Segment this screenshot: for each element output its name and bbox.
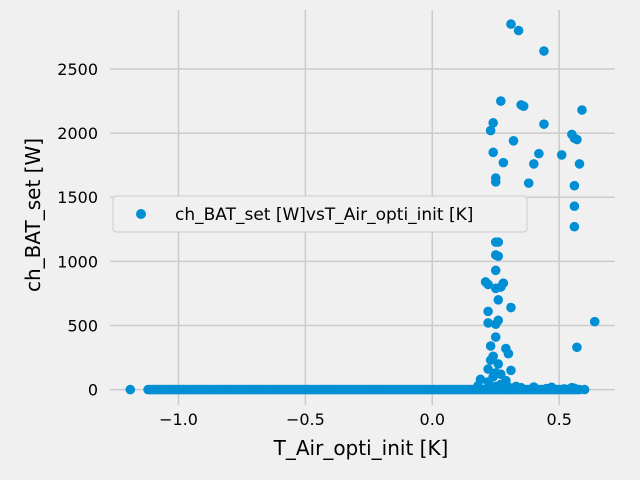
data-point (528, 159, 539, 169)
data-point (528, 382, 539, 392)
data-point (488, 118, 498, 128)
data-point (493, 359, 504, 369)
data-point (483, 279, 493, 290)
x-tick-label: −1.0 (159, 410, 198, 429)
data-point (496, 379, 506, 390)
data-point (546, 382, 557, 393)
data-point (508, 136, 519, 146)
data-point (523, 178, 534, 188)
data-point (496, 369, 506, 380)
legend-box (112, 195, 528, 233)
data-point (490, 283, 501, 294)
data-point (511, 381, 521, 392)
data-point (485, 341, 496, 351)
data-point (539, 46, 549, 56)
data-point (496, 96, 506, 106)
data-point (567, 382, 577, 393)
data-point (556, 150, 567, 160)
data-point (485, 355, 496, 365)
data-point (125, 384, 136, 395)
data-point (569, 180, 580, 191)
data-point (490, 265, 501, 276)
data-point (506, 365, 516, 376)
data-point (498, 157, 509, 168)
x-tick-label: 0.5 (546, 410, 571, 429)
y-tick-labels: 0 500 1000 1500 2000 2500 (57, 60, 98, 400)
data-point (569, 201, 580, 212)
data-point (513, 25, 524, 36)
x-tick-label: 0.0 (420, 410, 445, 429)
data-point (503, 348, 514, 359)
data-point (483, 306, 493, 317)
legend: ch_BAT_set [W]vsT_Air_opti_init [K] (112, 195, 528, 233)
data-point (577, 105, 587, 115)
data-point (569, 221, 580, 232)
data-point (493, 295, 504, 305)
data-point (483, 377, 493, 387)
y-tick-label: 500 (67, 316, 98, 335)
y-axis-label: ch_BAT_set [W] (21, 138, 45, 292)
data-point (488, 147, 498, 158)
y-tick-label: 1500 (57, 188, 98, 207)
x-tick-labels: −1.0 −0.5 0.0 0.5 (159, 410, 572, 429)
data-point (490, 319, 501, 330)
data-point (483, 318, 493, 328)
data-point (579, 384, 590, 395)
data-point (506, 19, 516, 29)
legend-marker (136, 209, 146, 219)
data-point (534, 148, 544, 159)
y-tick-label: 0 (88, 381, 98, 400)
y-tick-label: 1000 (57, 252, 98, 271)
data-point (490, 332, 501, 342)
y-tick-label: 2000 (57, 124, 98, 143)
data-point (485, 125, 496, 136)
data-point (572, 342, 582, 353)
data-point (572, 134, 582, 145)
data-point (589, 316, 600, 327)
data-point (518, 101, 529, 111)
data-point (490, 177, 501, 187)
data-point (493, 251, 504, 262)
x-axis-label: T_Air_opti_init [K] (273, 436, 449, 460)
data-point (574, 159, 585, 169)
data-point (493, 237, 504, 247)
data-point (506, 302, 516, 313)
data-points (125, 19, 600, 395)
data-point (483, 364, 493, 374)
data-point (559, 384, 570, 394)
x-tick-label: −0.5 (286, 410, 325, 429)
data-point (473, 380, 483, 391)
data-point (539, 119, 549, 129)
y-tick-label: 2500 (57, 60, 98, 79)
legend-label: ch_BAT_set [W]vsT_Air_opti_init [K] (175, 205, 473, 225)
